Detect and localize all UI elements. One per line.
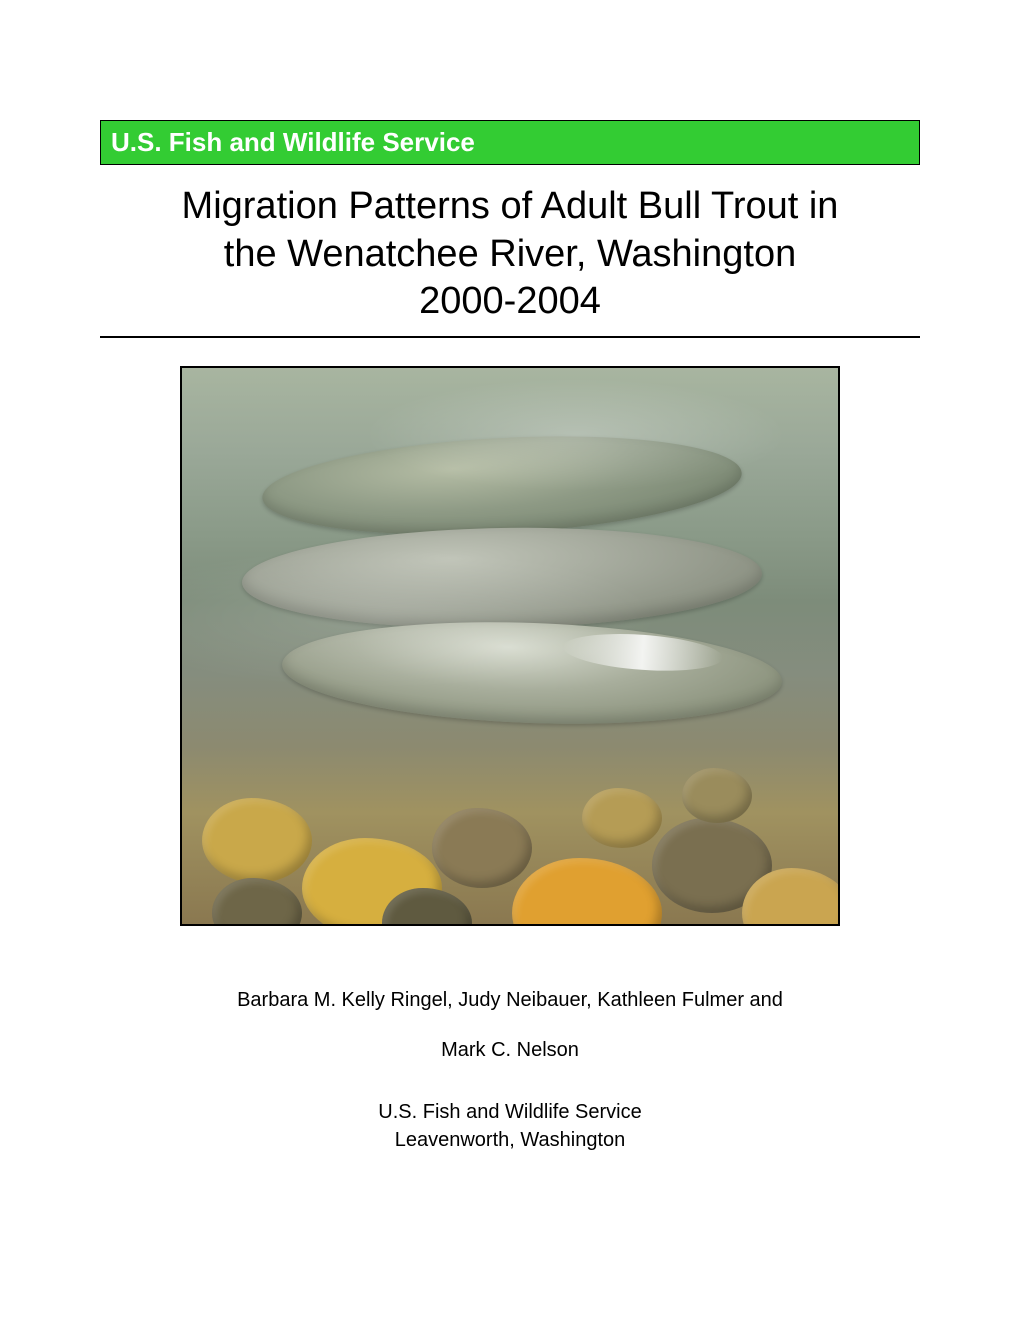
- location: Leavenworth, Washington: [100, 1126, 920, 1154]
- rock-illustration: [212, 878, 302, 926]
- authors-line-1: Barbara M. Kelly Ringel, Judy Neibauer, …: [100, 986, 920, 1014]
- rock-illustration: [202, 798, 312, 883]
- rock-illustration: [682, 768, 752, 823]
- fish-illustration: [241, 523, 763, 632]
- organization: U.S. Fish and Wildlife Service: [100, 1098, 920, 1126]
- agency-banner: U.S. Fish and Wildlife Service: [100, 120, 920, 165]
- title-line-3: 2000-2004: [100, 278, 920, 326]
- rock-illustration: [432, 808, 532, 888]
- rock-illustration: [582, 788, 662, 848]
- rock-illustration: [512, 858, 662, 926]
- title-line-1: Migration Patterns of Adult Bull Trout i…: [100, 183, 920, 231]
- title-line-2: the Wenatchee River, Washington: [100, 231, 920, 279]
- credits-block: Barbara M. Kelly Ringel, Judy Neibauer, …: [100, 986, 920, 1154]
- fish-illustration: [280, 614, 783, 731]
- authors-line-2: Mark C. Nelson: [100, 1036, 920, 1064]
- cover-photo: [180, 366, 840, 926]
- document-title: Migration Patterns of Adult Bull Trout i…: [100, 183, 920, 338]
